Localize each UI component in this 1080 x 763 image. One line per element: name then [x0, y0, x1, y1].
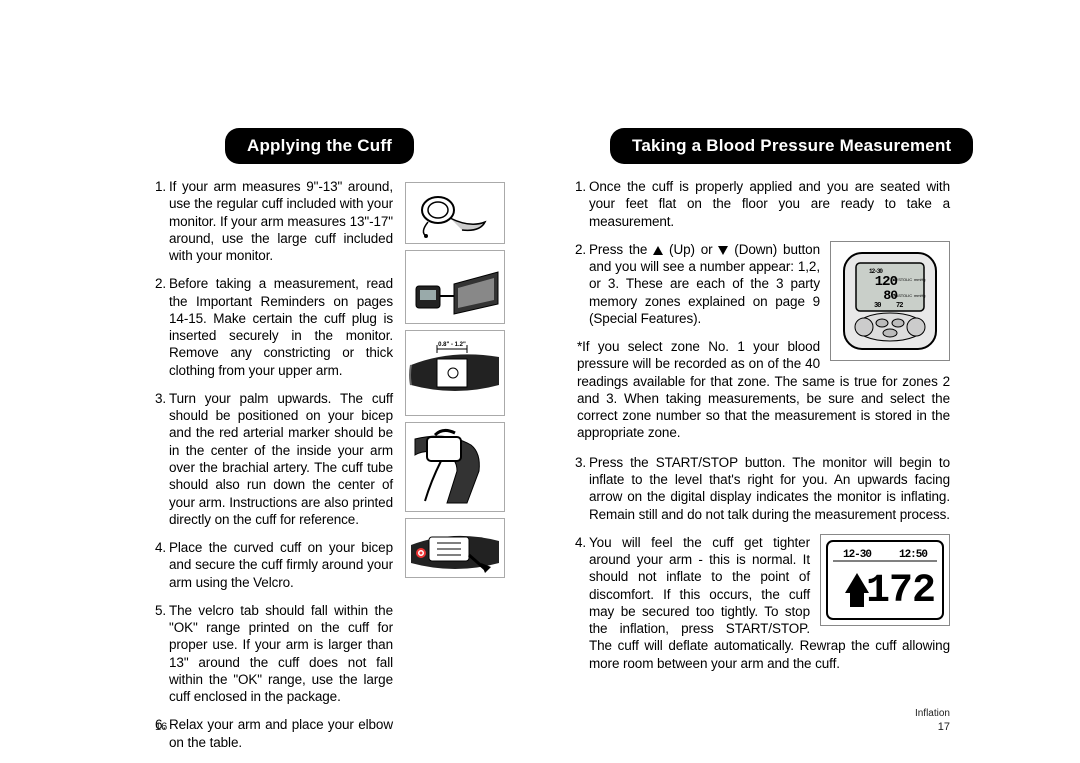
step-1-right: Once the cuff is properly applied and yo… [575, 178, 950, 230]
header-taking-measurement: Taking a Blood Pressure Measurement [610, 128, 973, 164]
page-left: Applying the Cuff If your arm measures 9… [0, 0, 540, 763]
left-step-5: The velcro tab should fall within the "O… [155, 602, 393, 706]
left-illustration-column: 0.8" - 1.2" [405, 178, 505, 762]
svg-text:30: 30 [874, 302, 881, 310]
svg-text:12:50: 12:50 [899, 549, 927, 561]
left-step-4: Place the curved cuff on your bicep and … [155, 539, 393, 591]
left-steps-text: If your arm measures 9"-13" around, use … [155, 178, 393, 762]
inflation-display-illustration: 12-30 12:50 172 [820, 534, 950, 626]
up-arrow-icon [653, 246, 663, 255]
svg-text:12-30: 12-30 [843, 549, 871, 561]
left-step-1: If your arm measures 9"-13" around, use … [155, 178, 393, 264]
left-step-2: Before taking a measurement, read the Im… [155, 275, 393, 379]
monitor-device-illustration: 12-30 SYSTOLIC 120 mmHg DIASTOLIC 80 mmH… [830, 241, 950, 361]
step-2-right: 12-30 SYSTOLIC 120 mmHg DIASTOLIC 80 mmH… [575, 241, 950, 327]
step-4-right: 12-30 12:50 172 You will feel the cuff g… [575, 534, 950, 672]
dimension-label: 0.8" - 1.2" [438, 342, 466, 348]
page-right: Taking a Blood Pressure Measurement Once… [540, 0, 1080, 763]
cuff-coiled-illustration [405, 182, 505, 244]
step-3-right: Press the START/STOP button. The monitor… [575, 454, 950, 523]
svg-text:72: 72 [896, 302, 903, 310]
header-applying-cuff: Applying the Cuff [225, 128, 414, 164]
arm-dimension-illustration: 0.8" - 1.2" [405, 330, 505, 416]
down-arrow-icon [718, 246, 728, 255]
svg-text:mmHg: mmHg [914, 277, 925, 282]
cuff-plug-illustration [405, 250, 505, 324]
svg-text:mmHg: mmHg [914, 293, 925, 298]
cuff-secured-illustration [405, 518, 505, 578]
inflation-caption: Inflation [915, 708, 950, 719]
cuff-wrap-illustration [405, 422, 505, 512]
left-step-6: Relax your arm and place your elbow on t… [155, 716, 393, 751]
svg-text:80: 80 [883, 288, 898, 303]
page-number-right: 17 [938, 721, 950, 733]
left-step-3: Turn your palm upwards. The cuff should … [155, 390, 393, 528]
page-number-left: 16 [155, 721, 167, 733]
svg-text:172: 172 [866, 569, 935, 614]
